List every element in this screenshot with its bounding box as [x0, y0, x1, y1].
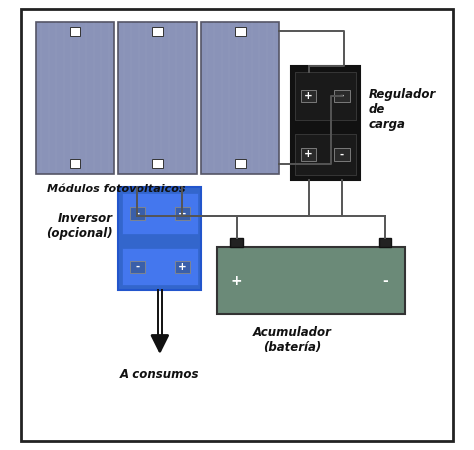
Text: +: + — [231, 274, 242, 288]
Bar — [295, 72, 356, 120]
Bar — [122, 248, 198, 285]
Bar — [291, 66, 360, 180]
Text: -: - — [135, 262, 139, 272]
Bar — [335, 148, 350, 161]
Bar — [235, 159, 246, 168]
Bar — [152, 27, 163, 36]
Text: -: - — [135, 209, 139, 219]
Bar — [301, 148, 316, 161]
Text: Inversor
(opcional): Inversor (opcional) — [46, 212, 113, 240]
Bar — [217, 248, 405, 315]
Text: A consumos: A consumos — [120, 368, 200, 381]
Bar — [70, 159, 80, 168]
Text: +: + — [304, 149, 313, 159]
Text: +: + — [178, 209, 187, 219]
Bar — [130, 261, 145, 273]
Bar — [301, 90, 316, 102]
Text: Regulador
de
carga: Regulador de carga — [369, 88, 436, 131]
Bar — [152, 159, 163, 168]
Bar — [201, 22, 280, 174]
Text: Acumulador
(batería): Acumulador (batería) — [253, 326, 331, 354]
Text: Módulos fotovoltaicos: Módulos fotovoltaicos — [47, 184, 185, 194]
Bar — [295, 134, 356, 175]
Bar — [175, 207, 190, 220]
Bar — [70, 27, 80, 36]
Bar — [379, 238, 392, 248]
Bar — [230, 238, 243, 248]
Bar — [130, 207, 145, 220]
Bar — [235, 27, 246, 36]
Text: -: - — [382, 274, 388, 288]
Bar — [36, 22, 114, 174]
Bar — [122, 193, 198, 234]
Bar — [175, 261, 190, 273]
Bar — [335, 90, 350, 102]
Text: -: - — [340, 91, 344, 101]
Bar — [118, 22, 197, 174]
Text: -: - — [340, 149, 344, 159]
Text: +: + — [178, 262, 187, 272]
Bar — [118, 187, 201, 290]
Text: +: + — [304, 91, 313, 101]
